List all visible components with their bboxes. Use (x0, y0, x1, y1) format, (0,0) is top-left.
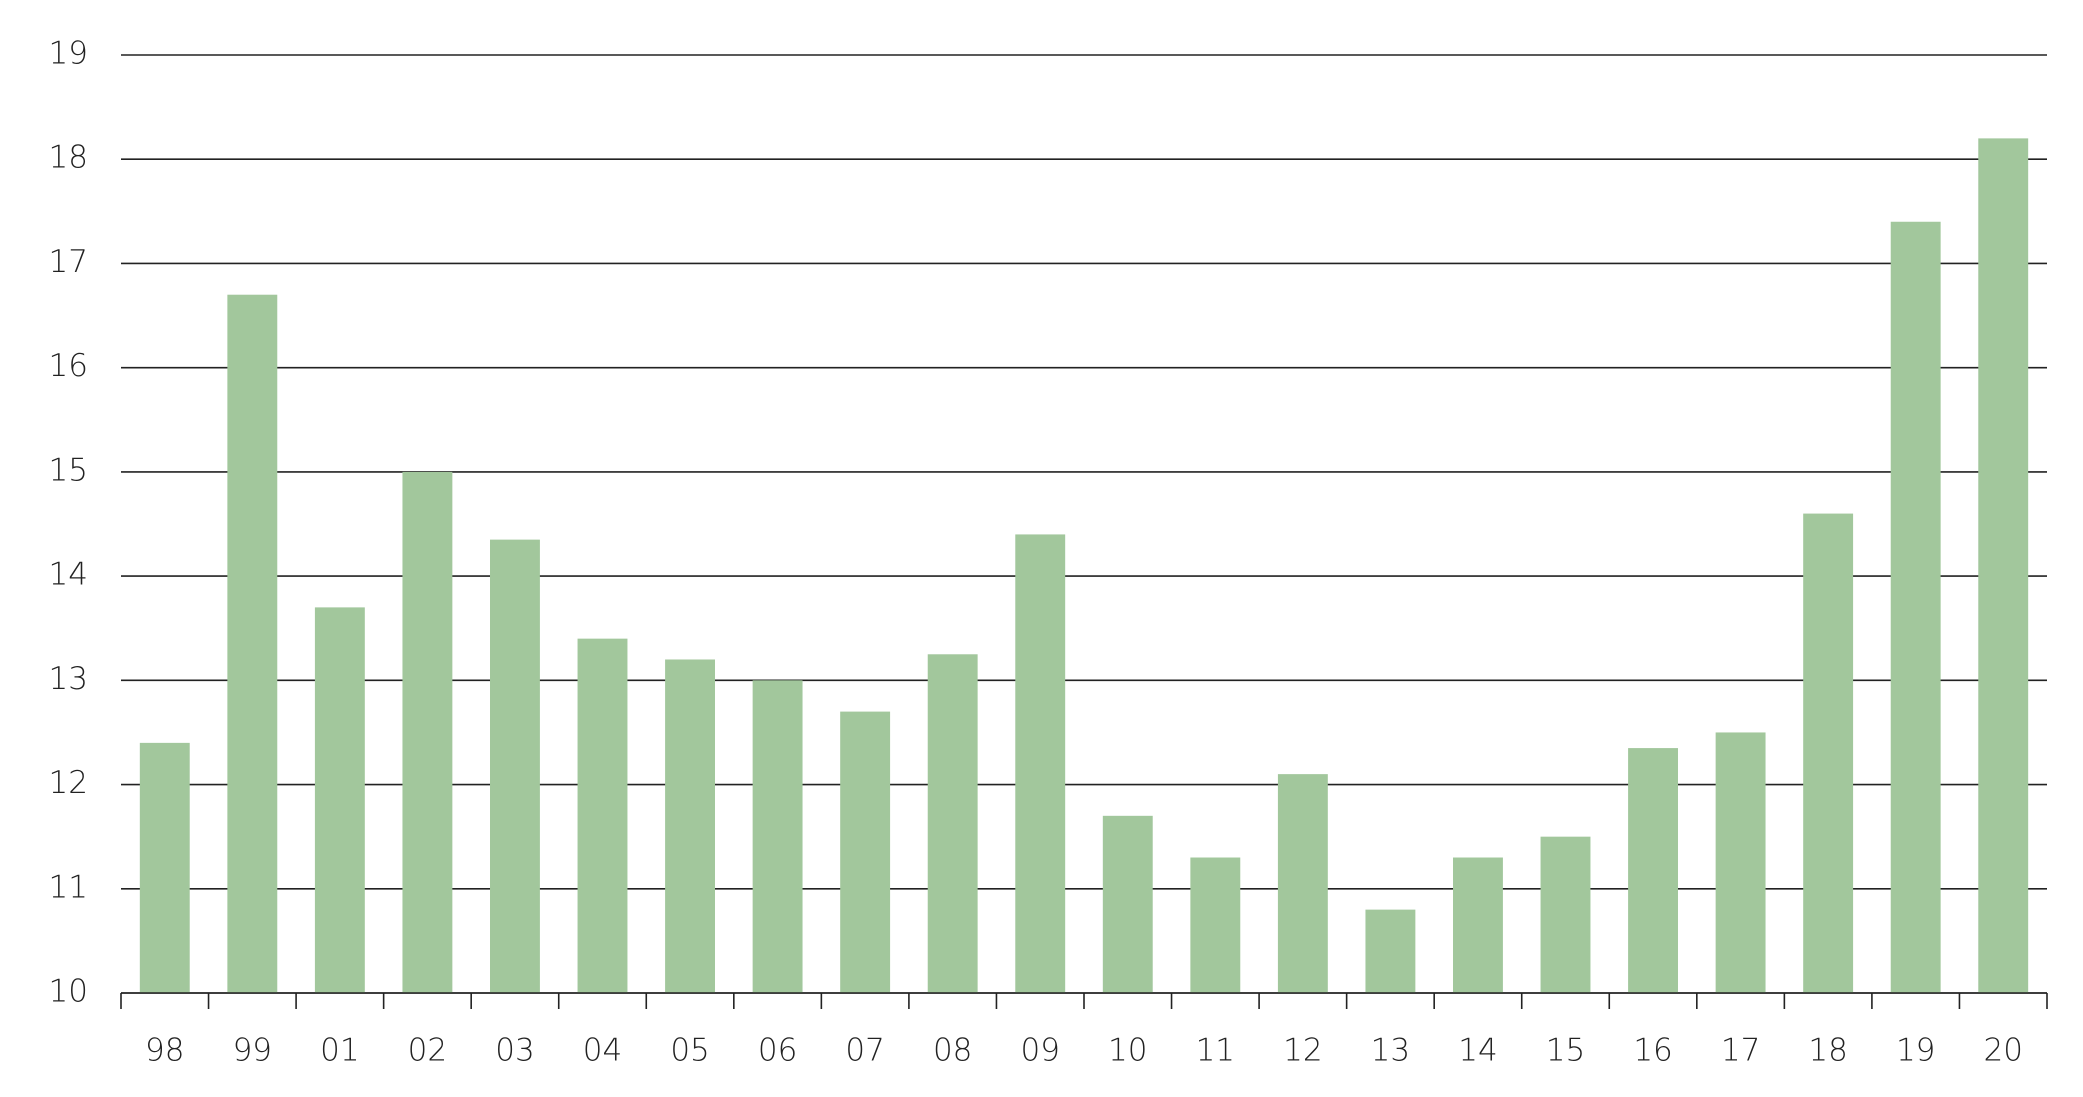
y-tick-label: 13 (49, 661, 88, 697)
x-tick-label: 10 (1108, 1033, 1147, 1069)
bar (1978, 138, 2029, 993)
bar (577, 638, 628, 993)
x-tick-label: 06 (758, 1033, 797, 1069)
x-tick-label: 99 (233, 1033, 272, 1069)
bar (1015, 534, 1066, 993)
x-tick-label: 16 (1633, 1033, 1672, 1069)
bar (840, 711, 891, 993)
bar (139, 742, 190, 993)
x-tick-label: 18 (1808, 1033, 1847, 1069)
y-tick-label: 15 (49, 452, 88, 488)
bar (1190, 857, 1241, 993)
y-tick-label: 17 (49, 244, 88, 280)
x-tick-label: 12 (1283, 1033, 1322, 1069)
x-tick-label: 09 (1021, 1033, 1060, 1069)
bar (1277, 774, 1328, 993)
x-tick-label: 15 (1546, 1033, 1585, 1069)
bar (1890, 221, 1941, 993)
x-tick-label: 04 (583, 1033, 622, 1069)
bar (227, 294, 278, 993)
y-tick-label: 18 (49, 140, 88, 176)
bar (752, 680, 803, 993)
bar (1628, 748, 1678, 993)
bar (314, 607, 365, 993)
y-tick-label: 16 (49, 348, 88, 384)
bar (1102, 815, 1153, 993)
x-tick-label: 08 (933, 1033, 972, 1069)
bar (1453, 857, 1503, 993)
bar (927, 654, 978, 993)
x-tick-label: 20 (1984, 1033, 2023, 1069)
y-tick-label: 11 (49, 869, 88, 905)
y-tick-label: 12 (49, 765, 88, 801)
x-tick-label: 05 (670, 1033, 709, 1069)
x-tick-label: 17 (1721, 1033, 1760, 1069)
bar (402, 471, 453, 993)
x-tick-label: 11 (1196, 1033, 1235, 1069)
x-tick-label: 98 (145, 1033, 184, 1069)
x-tick-label: 03 (495, 1033, 534, 1069)
y-tick-label: 10 (49, 974, 88, 1010)
bar (490, 539, 540, 993)
y-tick-label: 14 (49, 557, 88, 593)
bar (1803, 513, 1854, 993)
y-tick-label: 19 (49, 36, 88, 72)
x-tick-label: 07 (845, 1033, 884, 1069)
x-tick-label: 14 (1458, 1033, 1497, 1069)
bar (1365, 909, 1416, 993)
bar (665, 659, 715, 993)
x-tick-label: 13 (1371, 1033, 1410, 1069)
bar (1715, 732, 1766, 993)
x-tick-label: 19 (1896, 1033, 1935, 1069)
x-tick-label: 01 (320, 1033, 359, 1069)
bar (1540, 836, 1591, 993)
x-tick-label: 02 (408, 1033, 447, 1069)
